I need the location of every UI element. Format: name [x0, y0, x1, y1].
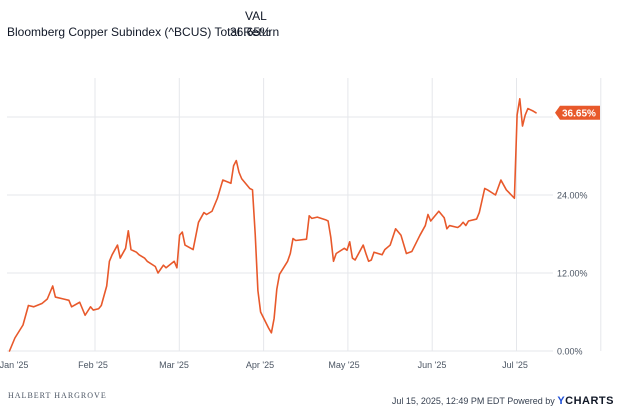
- ycharts-logo-text: CHARTS: [565, 395, 614, 407]
- brand-logo: HALBERT HARGROVE: [8, 391, 107, 400]
- plot-area: [7, 50, 553, 352]
- x-tick-label: Jun '25: [418, 360, 447, 370]
- x-tick-label: Jul '25: [502, 360, 528, 370]
- y-axis-ticks: 0.00% 12.00% 24.00%: [557, 191, 588, 357]
- legend-header: VAL Bloomberg Copper Subindex (^BCUS) To…: [7, 9, 280, 49]
- series-line[interactable]: [8, 98, 537, 352]
- x-tick-label: May '25: [328, 360, 359, 370]
- last-value-badge: 36.65%: [555, 105, 600, 120]
- footer-timestamp: Jul 15, 2025, 12:49 PM EDT Powered by: [391, 396, 555, 406]
- legend-series-value: 36.65%: [230, 25, 271, 39]
- x-tick-label: Apr '25: [246, 360, 274, 370]
- ycharts-logo[interactable]: YCHARTS: [557, 395, 614, 407]
- y-tick-label: 24.00%: [557, 191, 588, 201]
- ycharts-logo-y: Y: [557, 395, 566, 407]
- legend-series-name[interactable]: Bloomberg Copper Subindex (^BCUS) Total …: [7, 25, 280, 39]
- footer-attribution: Jul 15, 2025, 12:49 PM EDT Powered by YC…: [392, 395, 614, 407]
- x-tick-label: Feb '25: [78, 360, 108, 370]
- legend-column-header: VAL: [245, 9, 267, 23]
- y-tick-label: 12.00%: [557, 269, 588, 279]
- legend-row[interactable]: Bloomberg Copper Subindex (^BCUS) Total …: [7, 25, 280, 41]
- last-value-badge-shape: [555, 105, 600, 120]
- y-tick-label: 0.00%: [557, 347, 583, 357]
- x-axis-ticks: Jan '25 Feb '25 Mar '25 Apr '25 May '25 Jun '…: [0, 360, 528, 370]
- x-tick-label: Mar '25: [159, 360, 189, 370]
- last-value-label: 36.65%: [562, 108, 596, 119]
- x-tick-label: Jan '25: [0, 360, 28, 370]
